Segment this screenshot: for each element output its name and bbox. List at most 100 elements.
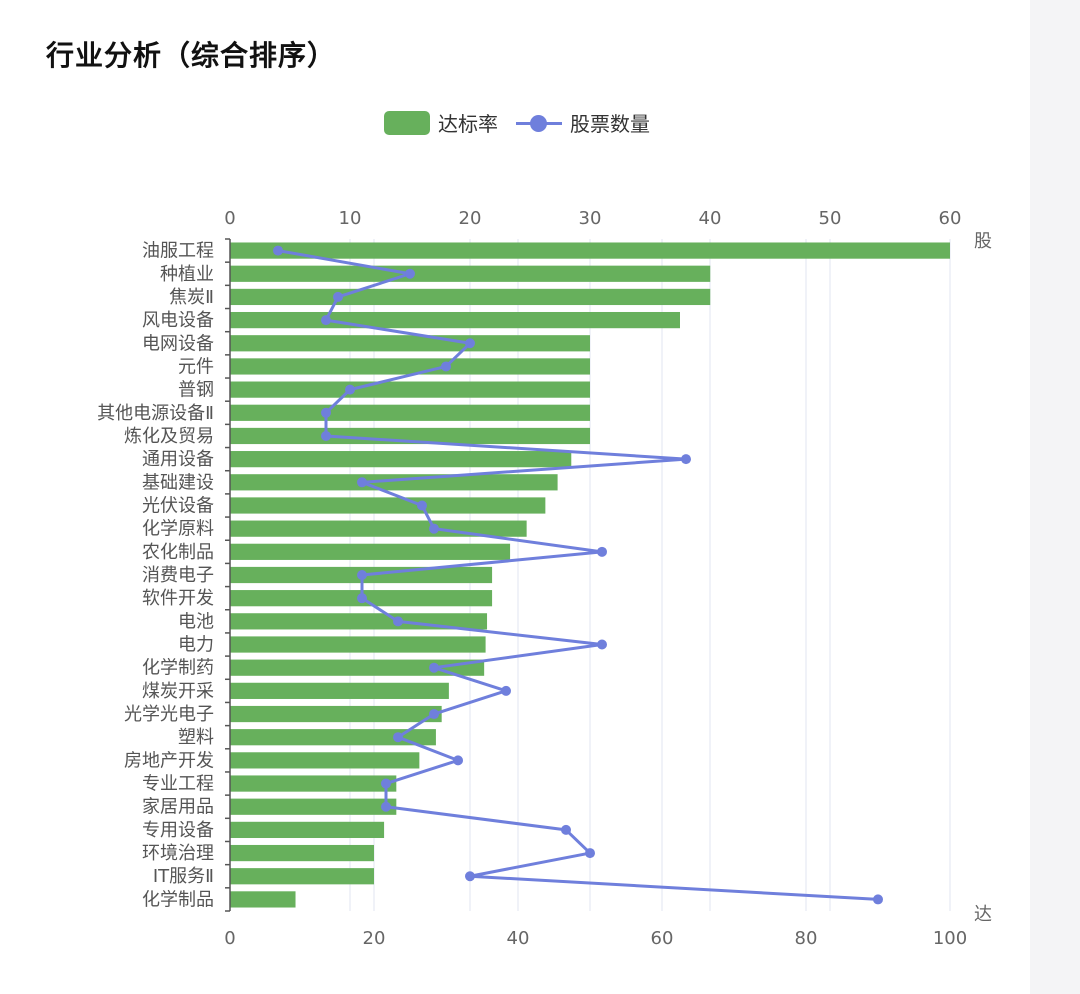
bar — [230, 265, 711, 282]
category-label: 煤炭开采 — [142, 681, 214, 702]
line-point — [597, 639, 607, 650]
category-label: 化学制品 — [142, 889, 214, 910]
legend-line-swatch — [516, 111, 562, 135]
bottom-tick-label: 0 — [224, 928, 235, 949]
line-point — [441, 361, 451, 372]
line-point — [321, 430, 331, 441]
category-label: 焦炭Ⅱ — [169, 287, 214, 308]
bar — [230, 311, 680, 329]
category-label: 基础建设 — [142, 472, 214, 493]
line-point — [381, 778, 391, 789]
bar — [230, 427, 590, 445]
bar — [230, 891, 296, 908]
line-point — [321, 315, 331, 326]
page-edge — [1030, 0, 1080, 994]
bottom-tick-label: 60 — [651, 928, 674, 949]
top-tick-label: 40 — [699, 208, 722, 229]
category-label: 电池 — [178, 611, 214, 632]
bar — [230, 404, 590, 421]
line-point — [429, 709, 439, 720]
bar — [230, 451, 572, 468]
line-point — [357, 477, 367, 488]
category-label: 风电设备 — [142, 310, 214, 331]
line-point — [873, 894, 883, 905]
bottom-axis-name: 达 — [974, 904, 992, 925]
category-label: 化学原料 — [142, 519, 214, 540]
bar — [230, 729, 436, 746]
top-tick-label: 10 — [339, 208, 362, 229]
category-label: 光学光电子 — [124, 704, 214, 725]
category-label: IT服务Ⅱ — [153, 866, 214, 887]
line-point — [429, 662, 439, 673]
top-axis-name: 股 — [974, 231, 992, 252]
line-point — [561, 824, 571, 835]
bar — [230, 381, 590, 398]
category-label: 环境治理 — [142, 843, 214, 864]
bar — [230, 752, 420, 769]
chart-card: 行业分析（综合排序） 达标率 股票数量 — [46, 39, 668, 137]
chart-title: 行业分析（综合排序） — [46, 39, 337, 72]
category-label: 专业工程 — [142, 774, 214, 795]
bar — [230, 682, 449, 699]
bar — [230, 335, 590, 352]
line-point — [453, 755, 463, 766]
line-point — [393, 616, 403, 627]
bar — [230, 288, 711, 306]
bar — [230, 798, 397, 815]
category-label: 电网设备 — [142, 333, 214, 354]
top-tick-label: 50 — [819, 208, 842, 229]
category-label: 油服工程 — [142, 241, 214, 262]
bottom-tick-label: 20 — [363, 928, 386, 949]
bar — [230, 358, 590, 375]
legend-item-bar[interactable]: 达标率 — [384, 108, 498, 137]
line-point — [333, 291, 343, 302]
legend-line-label: 股票数量 — [570, 112, 650, 136]
line-point — [357, 570, 367, 580]
line-point — [429, 523, 439, 534]
category-label: 通用设备 — [142, 449, 214, 470]
category-label: 种植业 — [160, 264, 214, 285]
category-label: 元件 — [178, 356, 214, 377]
top-tick-label: 30 — [579, 208, 602, 229]
legend: 达标率 股票数量 — [384, 108, 668, 137]
line-point — [681, 454, 691, 465]
category-label: 电力 — [178, 635, 214, 656]
bar — [230, 868, 374, 885]
bar — [230, 844, 374, 862]
line-point — [273, 245, 283, 256]
bottom-tick-label: 40 — [507, 928, 530, 949]
legend-item-line[interactable]: 股票数量 — [516, 108, 650, 137]
category-label: 消费电子 — [142, 565, 214, 586]
line-point — [405, 268, 415, 279]
line-point — [501, 685, 511, 696]
line-point — [321, 407, 331, 418]
line-point — [597, 546, 607, 557]
bar — [230, 659, 485, 676]
bar — [230, 474, 558, 491]
category-label: 软件开发 — [142, 588, 214, 609]
category-label: 专用设备 — [142, 820, 214, 841]
category-label: 房地产开发 — [124, 750, 214, 771]
legend-bar-swatch — [384, 110, 430, 135]
category-label: 普钢 — [178, 380, 214, 401]
line-point — [345, 384, 355, 395]
category-label: 炼化及贸易 — [124, 426, 214, 447]
category-label: 农化制品 — [142, 542, 214, 563]
category-label: 光伏设备 — [142, 495, 214, 516]
category-label: 家居用品 — [142, 797, 214, 818]
legend-bar-label: 达标率 — [438, 112, 498, 136]
bar — [230, 543, 511, 560]
bar — [230, 636, 486, 653]
line-point — [381, 801, 391, 812]
category-label: 化学制药 — [142, 658, 214, 679]
category-label: 其他电源设备Ⅱ — [97, 403, 214, 424]
line-point — [417, 500, 427, 511]
top-tick-label: 60 — [939, 208, 962, 229]
line-point — [393, 732, 403, 743]
bar — [230, 497, 546, 514]
top-tick-label: 20 — [459, 208, 482, 229]
bottom-tick-label: 80 — [795, 928, 818, 949]
top-tick-label: 0 — [224, 208, 235, 229]
bar — [230, 705, 442, 723]
